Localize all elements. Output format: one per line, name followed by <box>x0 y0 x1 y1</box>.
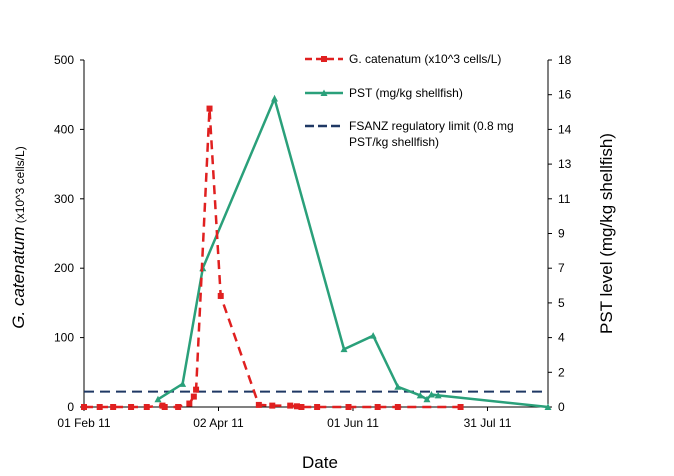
y-axis-left-title: G. catenatum (x10^3 cells/L) <box>9 146 28 328</box>
data-point-gcat <box>186 400 193 407</box>
data-point-gcat <box>206 105 213 112</box>
data-point-gcat <box>293 403 300 410</box>
y-left-tick-label: 300 <box>54 192 74 206</box>
data-point-pst <box>369 332 377 339</box>
y-right-tick-label: 7 <box>558 261 565 275</box>
y-right-tick-label: 0 <box>558 400 565 414</box>
y-left-tick-label: 500 <box>54 53 74 67</box>
legend-marker-pst <box>320 89 328 96</box>
x-tick-label: 02 Apr 11 <box>193 416 244 430</box>
y-right-tick-label: 13 <box>558 157 572 171</box>
data-point-pst <box>179 380 187 387</box>
y-left-tick-label: 0 <box>67 400 74 414</box>
data-point-gcat <box>193 386 200 393</box>
data-point-pst <box>434 391 442 399</box>
data-point-gcat <box>128 404 135 410</box>
series-line-gcat <box>84 108 461 409</box>
data-point-pst <box>416 391 424 399</box>
data-point-pst <box>423 395 431 403</box>
data-point-gcat <box>161 404 168 410</box>
y-right-tick-label: 9 <box>558 227 565 241</box>
x-axis-title: Date <box>302 453 338 472</box>
data-point-gcat <box>81 404 87 410</box>
data-point-gcat <box>96 404 103 410</box>
y-right-tick-label: 18 <box>558 53 572 67</box>
data-point-gcat <box>110 404 117 410</box>
x-tick-label: 01 Feb 11 <box>57 416 110 430</box>
data-point-gcat <box>143 404 150 410</box>
plot-area <box>81 94 552 410</box>
x-tick-label: 01 Jun 11 <box>327 416 379 430</box>
data-point-gcat <box>457 404 464 410</box>
data-point-gcat <box>255 401 262 408</box>
legend-label-pst: PST (mg/kg shellfish) <box>349 86 463 100</box>
data-point-gcat <box>394 404 401 410</box>
legend: G. catenatum (x10^3 cells/L) PST (mg/kg s… <box>305 52 514 149</box>
data-point-gcat <box>217 292 224 299</box>
data-point-pst <box>394 383 402 390</box>
axes: 0 100 200 300 400 500 0 2 4 5 7 9 11 13 14 16 18 01 Feb 1… <box>54 53 572 430</box>
data-point-pst <box>271 95 279 102</box>
y-right-tick-label: 5 <box>558 296 565 310</box>
y-right-tick-label: 11 <box>558 192 571 206</box>
y-right-tick-label: 16 <box>558 88 572 102</box>
y-left-tick-label: 200 <box>54 261 74 275</box>
y-right-tick-label: 14 <box>558 122 572 136</box>
y-axis-left-title-italic: G. catenatum <box>9 227 28 329</box>
y-left-tick-label: 400 <box>54 122 74 136</box>
legend-label-limit: PST/kg shellfish) <box>349 135 439 149</box>
data-point-gcat <box>374 404 381 410</box>
data-point-pst <box>544 403 552 410</box>
data-point-gcat <box>269 402 276 409</box>
x-tick-label: 31 Jul 11 <box>464 416 512 430</box>
data-point-gcat <box>314 404 321 410</box>
legend-label-gcat: G. catenatum (x10^3 cells/L) <box>349 52 501 66</box>
data-point-gcat <box>175 404 182 410</box>
y-axis-right-title: PST level (mg/kg shellfish) <box>597 133 616 334</box>
data-point-gcat <box>287 402 294 409</box>
y-axis-left-title-units: (x10^3 cells/L) <box>13 146 27 226</box>
data-point-gcat <box>190 393 197 400</box>
data-point-gcat <box>298 404 305 410</box>
legend-marker-gcat <box>321 56 327 62</box>
y-right-tick-label: 2 <box>558 365 565 379</box>
y-right-tick-label: 4 <box>558 331 565 345</box>
data-point-pst <box>154 395 162 403</box>
data-point-pst <box>340 345 348 353</box>
data-point-gcat <box>345 404 352 410</box>
legend-label-limit: FSANZ regulatory limit (0.8 mg <box>349 119 514 133</box>
y-left-tick-label: 100 <box>54 331 74 345</box>
data-point-pst <box>427 390 435 398</box>
